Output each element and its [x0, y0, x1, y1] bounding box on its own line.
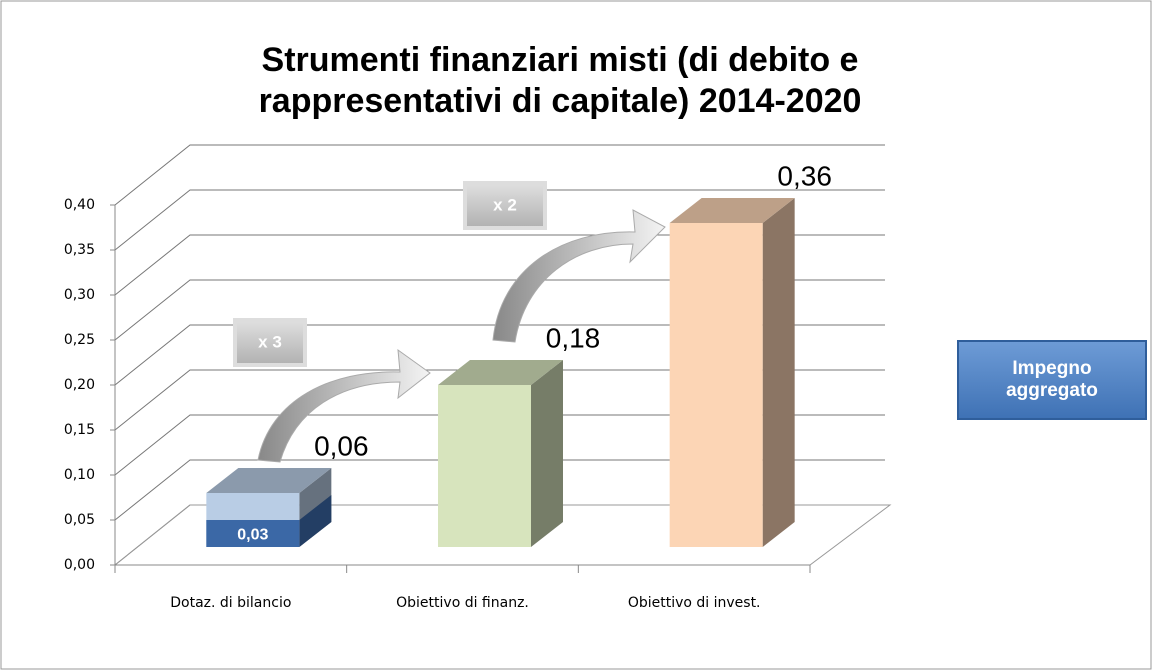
- inner-side: [299, 495, 332, 547]
- arrow: [257, 209, 666, 463]
- grid: [110, 144, 885, 566]
- inner-label: 0,03: [237, 527, 268, 544]
- y-tick-label: 0,00: [64, 557, 95, 573]
- bar-side: [531, 360, 563, 547]
- x-tick-label: Obiettivo di finanz.: [396, 595, 529, 611]
- y-tick-label: 0,05: [64, 512, 95, 528]
- y-tick-label: 0,40: [64, 197, 95, 213]
- grid-line: [114, 189, 885, 251]
- grid-line: [114, 324, 885, 386]
- grid-line: [114, 144, 885, 206]
- grid-line: [114, 414, 885, 476]
- grid-line: [114, 459, 885, 521]
- y-tick-label: 0,20: [64, 377, 95, 393]
- bar-top: [438, 360, 563, 385]
- inner-bar: [206, 520, 300, 547]
- annotation: x 2: [493, 195, 517, 214]
- x-tick-label: Dotaz. di bilancio: [170, 595, 291, 611]
- bar: [669, 223, 763, 547]
- bar: [438, 385, 531, 547]
- y-tick-label: 0,15: [64, 422, 95, 438]
- grid-line: [114, 369, 885, 431]
- annotation: x 3: [258, 332, 282, 351]
- data-label: 0,18: [546, 322, 601, 353]
- bar-side: [762, 198, 795, 547]
- y-tick-label: 0,10: [64, 467, 95, 483]
- y-tick-label: 0,25: [64, 332, 95, 348]
- y-tick-label: 0,30: [64, 287, 95, 303]
- annotation-box: [463, 181, 547, 230]
- data-label: 0,06: [314, 430, 369, 461]
- y-tick-label: 0,35: [64, 242, 95, 258]
- legend-entry: Impegno aggregato: [957, 340, 1147, 420]
- bar-top: [669, 198, 795, 223]
- data-label: 0,36: [777, 160, 832, 191]
- annotation-box: [233, 318, 307, 367]
- grid-line: [114, 279, 885, 341]
- bar-top: [206, 468, 332, 493]
- x-tick-label: Obiettivo di invest.: [628, 595, 761, 611]
